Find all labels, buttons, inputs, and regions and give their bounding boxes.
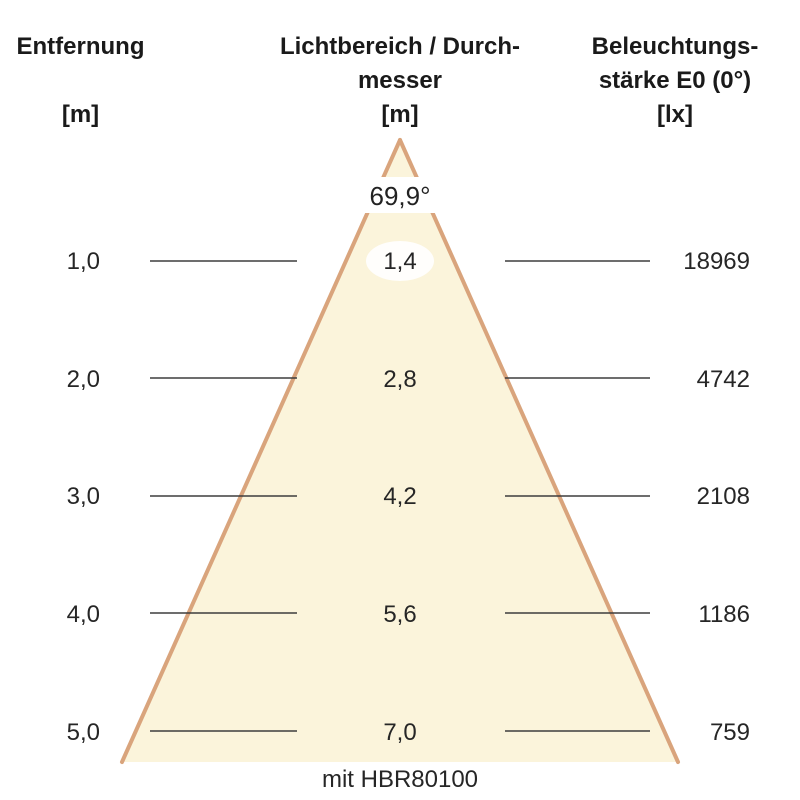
diameter-value-5: 7,0	[383, 719, 417, 746]
diameter-value-2: 2,8	[383, 366, 417, 393]
illuminance-value-3: 2108	[696, 483, 750, 510]
illuminance-value-5: 759	[709, 719, 750, 746]
distance-value-4: 4,0	[66, 601, 100, 628]
header-distance-unit: [m]	[61, 101, 100, 128]
distance-value-3: 3,0	[66, 483, 100, 510]
diameter-value-1: 1,4	[383, 248, 417, 275]
cone-right-edge	[398, 138, 680, 764]
distance-value-5: 5,0	[66, 719, 100, 746]
header-diameter-label-2: messer	[357, 67, 443, 94]
caption-lamp-model: mit HBR80100	[321, 766, 479, 793]
header-distance-spacer	[8, 64, 153, 98]
light-cone-shape	[122, 140, 678, 762]
header-distance-label: Entfernung	[16, 33, 145, 60]
diameter-value-halo	[366, 241, 434, 281]
header-distance: Entfernung [m]	[8, 30, 153, 132]
illuminance-value-2: 4742	[696, 366, 750, 393]
header-illuminance-label-1: Beleuchtungs-	[591, 33, 759, 60]
diameter-value-4: 5,6	[383, 601, 417, 628]
header-illuminance: Beleuchtungs- stärke E0 (0°) [lx]	[565, 30, 785, 132]
header-diameter-label-1: Lichtbereich / Durch-	[279, 33, 521, 60]
distance-value-2: 2,0	[66, 366, 100, 393]
angle-label-backdrop	[332, 177, 468, 213]
header-illuminance-label-2: stärke E0 (0°)	[598, 67, 752, 94]
illuminance-value-1: 18969	[683, 248, 750, 275]
header-diameter: Lichtbereich / Durch- messer [m]	[275, 30, 525, 132]
beam-angle-value: 69,9°	[369, 181, 431, 211]
cone-left-edge	[120, 138, 402, 764]
diameter-value-3: 4,2	[383, 483, 417, 510]
header-diameter-unit: [m]	[381, 101, 419, 128]
distance-value-1: 1,0	[66, 248, 100, 275]
header-illuminance-unit: [lx]	[657, 101, 693, 128]
illuminance-value-4: 1186	[698, 601, 750, 628]
